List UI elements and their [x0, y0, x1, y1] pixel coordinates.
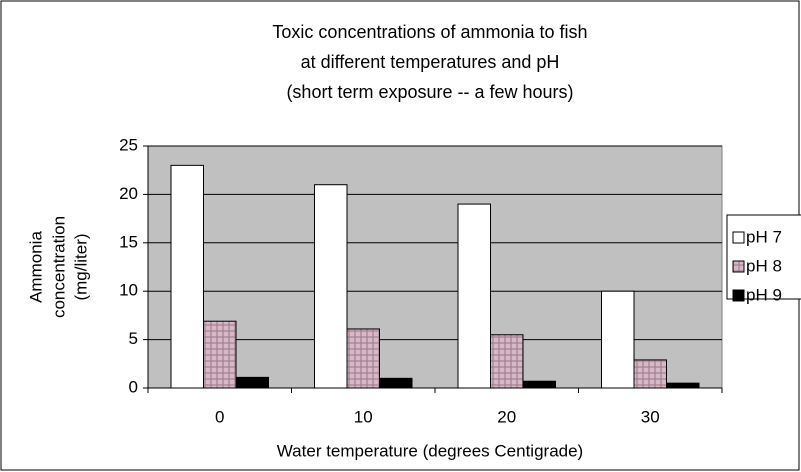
- bar: [522, 380, 556, 389]
- legend-swatch: [732, 260, 745, 273]
- legend-label: pH 9: [746, 285, 782, 304]
- chart-title: at different temperatures and pH: [301, 52, 560, 72]
- y-tick-label: 0: [129, 377, 138, 396]
- legend-swatch: [732, 289, 745, 302]
- bar: [170, 164, 204, 389]
- bar: [633, 359, 667, 389]
- y-tick-label: 5: [129, 329, 138, 348]
- x-tick-label: 30: [641, 407, 660, 426]
- y-axis-label: (mg/liter): [71, 233, 90, 300]
- legend-box: [726, 214, 801, 300]
- bar: [457, 203, 491, 389]
- x-tick-label: 10: [354, 407, 373, 426]
- y-axis-label: concentration: [49, 216, 68, 318]
- bar: [379, 377, 413, 389]
- y-tick-label: 25: [119, 135, 138, 154]
- chart-title: Toxic concentrations of ammonia to fish: [272, 22, 587, 42]
- bar: [346, 328, 380, 389]
- y-tick-label: 10: [119, 281, 138, 300]
- y-tick-label: 15: [119, 232, 138, 251]
- bar: [203, 320, 237, 389]
- legend-label: pH 7: [746, 227, 782, 246]
- bar: [666, 382, 700, 389]
- chart-title: (short term exposure -- a few hours): [286, 82, 573, 102]
- x-tick-label: 0: [215, 407, 224, 426]
- bar: [235, 376, 269, 389]
- bar: [314, 184, 348, 389]
- legend-swatch: [732, 231, 745, 244]
- y-tick-label: 20: [119, 184, 138, 203]
- bar: [601, 290, 635, 389]
- x-tick-label: 20: [497, 407, 516, 426]
- y-axis-label: Ammonia: [26, 231, 45, 303]
- x-axis-label: Water temperature (degrees Centigrade): [277, 441, 583, 460]
- legend-label: pH 8: [746, 256, 782, 275]
- bar: [490, 334, 524, 389]
